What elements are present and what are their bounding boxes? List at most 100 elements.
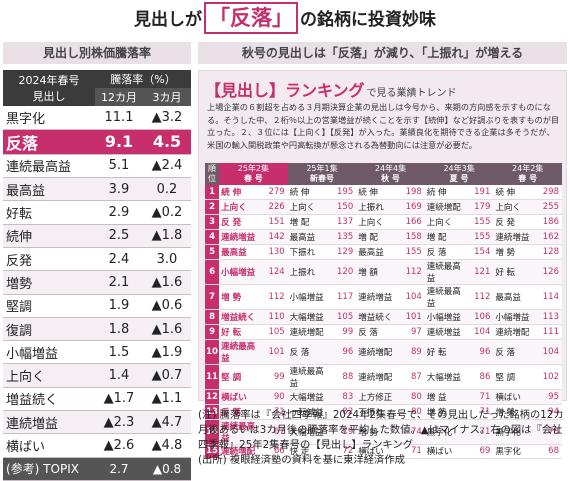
- row-3m-value: ▲1.9: [143, 340, 191, 365]
- headline-count: 166: [398, 214, 425, 231]
- row-3m-value: ▲1.6: [143, 317, 191, 342]
- ranking-row: 6 小幅増益 124 上振れ 120 増 額 112 連続最高益 121 好 転 126: [205, 259, 562, 285]
- headline-word: 上方修正: [356, 389, 399, 405]
- headline-word: 最高益: [356, 244, 399, 260]
- headline-count: 158: [398, 229, 425, 246]
- headline-count: 179: [467, 199, 494, 216]
- headline-word: 横ばい: [356, 444, 399, 460]
- headline-word: 横ばい: [424, 444, 468, 460]
- row-12m-value: ▲2.6: [95, 433, 143, 458]
- row-3m-value: 4.5: [143, 129, 191, 155]
- ranking-row: 11 堅 調 99 連続最高益 88 連続増配 87 大幅増益 86 堅 調 102: [205, 364, 562, 390]
- row-label: 堅調: [3, 294, 95, 318]
- issue-column-header: 25年1集 新春号: [287, 163, 357, 185]
- headline-count: 80: [398, 389, 425, 405]
- headline-word: 上振れ: [356, 199, 399, 216]
- row-12m-value: 2.9: [95, 200, 143, 225]
- headline-count: 88: [330, 364, 357, 390]
- headline-word: 連続増配: [424, 199, 468, 216]
- ranking-row: 12 横ばい 90 大幅増益 83 上方修正 80 増 益 71 横ばい 95: [205, 389, 562, 405]
- row-12m-value: 9.1: [95, 129, 143, 155]
- headline-word: 上向く: [356, 214, 399, 231]
- headline-word: 好 転: [493, 259, 536, 285]
- headline-count: 120: [330, 259, 357, 285]
- ranking-row: 2 上向く 226 上向く 150 上振れ 169 連続増配 179 上向く 255: [205, 199, 562, 216]
- headline-word: 連続最高益: [219, 339, 262, 365]
- issue-name: 秋 号: [381, 174, 400, 183]
- headline-word: 増益続く: [219, 309, 262, 325]
- row-label: 増益続く: [3, 387, 95, 412]
- headline-count: 105: [330, 309, 357, 325]
- footnote-source: (出所) 複眼経済塾の資料を基に東洋経済作成: [198, 454, 405, 466]
- row-label: 黒字化: [3, 106, 95, 130]
- headline-count: 102: [535, 364, 562, 390]
- headline-count: 111: [535, 324, 562, 340]
- issue-year: 24年3集: [443, 164, 475, 173]
- headline-count: 99: [330, 324, 357, 340]
- row-12m-value: 1.4: [95, 363, 143, 388]
- headline-word: 反 発: [493, 214, 536, 231]
- table-row: 横ばい ▲2.6 ▲4.8: [3, 433, 191, 458]
- row-3m-value: 0.2: [143, 177, 191, 202]
- row-12m-value: 2.1: [95, 270, 143, 295]
- headline-count: 104: [398, 284, 425, 310]
- headline-count: 87: [398, 364, 425, 390]
- headline-word: 連続増配: [356, 339, 399, 365]
- headline-count: 67: [261, 419, 288, 445]
- headline-count: 155: [398, 244, 425, 260]
- ranking-description: 上場企業の６割超を占める３月期決算企業の見出しは今号から、来期の方向感を示すもの…: [207, 102, 560, 150]
- headline-word: 快 走: [287, 444, 331, 460]
- row-label: 復調: [3, 317, 95, 342]
- table-row: 上向く 1.4 ▲0.7: [3, 363, 191, 388]
- headline-word: 連続最高益: [287, 364, 331, 390]
- row-3m-value: ▲3.2: [143, 106, 191, 130]
- title-highlight: 「反落」: [204, 2, 298, 34]
- headline-count: 112: [398, 259, 425, 285]
- headline-word: 増 額: [356, 259, 399, 285]
- row-12m-value: 11.1: [95, 106, 143, 130]
- headline-count: 298: [535, 185, 562, 201]
- row-12m-value: ▲1.7: [95, 387, 143, 412]
- headline-word: 最高益: [219, 244, 262, 260]
- headline-count: 255: [535, 199, 562, 216]
- headline-word: 好 転: [424, 339, 468, 365]
- issue-year: 24年2集: [512, 164, 544, 173]
- headline-word: 連続最高益: [219, 419, 262, 445]
- headline-word: 反 落: [356, 324, 399, 340]
- rank-number: 2: [205, 199, 220, 216]
- row-label: 増勢: [3, 270, 95, 295]
- headline-count: 83: [330, 389, 357, 405]
- headline-count: 72: [330, 444, 357, 460]
- headline-word: 大幅増益: [287, 419, 331, 445]
- headline-count: 191: [467, 185, 494, 201]
- headline-count: 135: [330, 229, 357, 246]
- headline-count: 95: [535, 389, 562, 405]
- headline-count: 126: [535, 259, 562, 285]
- rank-number: 13: [205, 404, 220, 420]
- headline-word: 増 勢: [219, 284, 262, 310]
- headline-count: 71: [467, 389, 494, 405]
- rank-number: 15: [205, 444, 220, 460]
- headline-word: 黒字化: [493, 444, 536, 460]
- rank-number: 4: [205, 229, 220, 246]
- ranking-row: 4 連続増益 142 最高益 135 増 配 158 増 配 155 連続増益 162: [205, 229, 562, 246]
- row-3m-value: ▲1.8: [143, 224, 191, 248]
- headline-word: 小幅増益: [493, 309, 536, 325]
- headline-word: 連続増益: [356, 284, 399, 310]
- headline-word: 続 伸: [356, 185, 399, 201]
- row-12m-value: ▲2.3: [95, 410, 143, 435]
- row-3m-value: ▲2.4: [143, 154, 191, 179]
- row-12m-value: 2.5: [95, 224, 143, 248]
- headline-count: 128: [535, 244, 562, 260]
- headline-word: 上向く: [287, 199, 331, 216]
- row-label: 反発: [3, 247, 95, 272]
- row-12m-value: 2.7: [95, 457, 143, 481]
- row-3m-value: ▲0.2: [143, 200, 191, 225]
- headline-count: 69: [467, 444, 494, 460]
- headline-word: 増 益: [424, 389, 468, 405]
- headline-count: 71: [467, 419, 494, 445]
- headline-word: 増 勢: [424, 404, 468, 420]
- row-label: 小幅増益: [3, 340, 95, 365]
